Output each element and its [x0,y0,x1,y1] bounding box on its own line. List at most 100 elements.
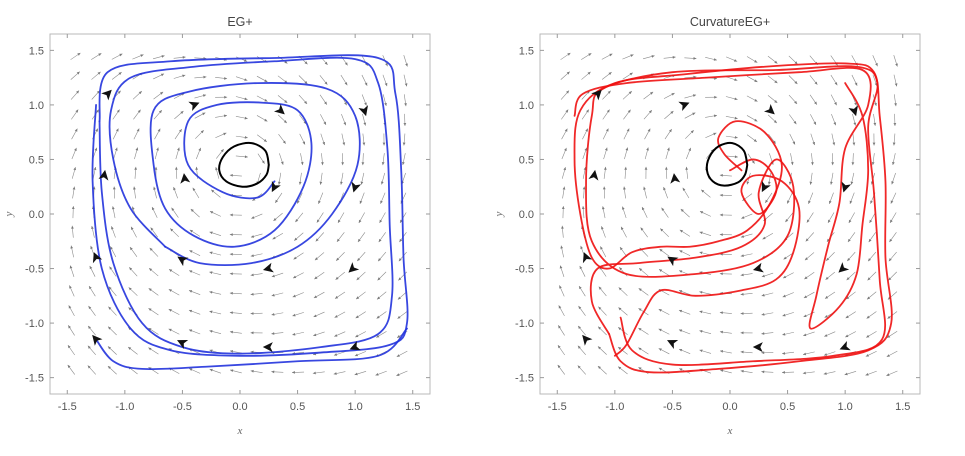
field-arrow-head [827,219,831,223]
field-arrow-head [890,200,894,204]
y-tick-label: 1.5 [519,45,534,57]
field-arrow-head [292,313,296,317]
field-arrow-head [640,227,644,231]
field-arrow-head [298,181,302,185]
field-arrow-head [149,247,153,251]
field-arrow-head [108,306,112,310]
field-arrow-head [149,268,153,272]
field-arrow-head [887,335,891,338]
field-arrow-head [813,121,817,125]
field-arrow-head [767,181,771,185]
field-arrow-head [699,349,703,353]
field-arrow-head [398,258,402,262]
field-arrow-head [894,83,898,87]
x-tick-label: -1.5 [548,401,567,413]
y-tick-label: 0.5 [29,154,44,166]
field-arrow-head [318,200,321,204]
field-arrow-head [690,130,694,134]
field-arrow-head [295,218,299,223]
field-arrow-head [354,372,358,376]
field-arrow-head [658,348,662,351]
field-arrow-head [292,332,296,336]
field-arrow-head [229,252,233,256]
limit-cycle-line [705,141,749,187]
field-arrow-head [340,181,343,185]
field-arrow-head [782,351,786,355]
field-arrow-head [71,206,75,210]
field-arrow-head [561,206,565,210]
field-arrow-head [334,334,338,337]
x-axis-label: x [727,425,733,437]
field-arrow-head [264,79,268,82]
field-arrow-head [315,238,319,242]
field-arrow-head [168,328,172,332]
field-arrow-head [313,333,317,337]
field-arrow-head [244,116,248,120]
field-arrow-head [160,73,165,77]
field-arrow-head [244,155,248,159]
field-arrow-head [335,276,339,280]
x-axis-label: x [237,425,243,437]
flow-direction-arrow [101,89,112,101]
field-arrow-head [734,116,738,120]
field-arrow-head [263,139,267,142]
vector-field [557,52,898,376]
field-arrow-head [565,109,569,113]
field-arrow-head [356,277,360,281]
field-arrow-head [250,369,254,373]
field-arrow-head [324,61,328,65]
field-arrow-head [740,292,744,296]
limit-cycle-line [218,141,270,188]
field-arrow-head [215,167,218,171]
field-arrow-head [848,219,852,223]
field-arrow-head [794,100,798,104]
x-tick-label: 0.5 [780,401,795,413]
field-arrow-head [598,286,602,290]
field-arrow-head [109,266,113,270]
field-arrow-head [87,345,91,349]
field-arrow-head [888,277,892,281]
field-arrow-head [128,287,132,291]
field-arrow-head [284,100,288,103]
field-arrow-head [824,314,828,318]
field-arrow-head [740,331,744,335]
field-arrow-head [829,200,832,204]
trajectory-line [91,54,409,357]
field-arrow-head [831,162,835,166]
field-arrow-head [629,72,633,76]
field-arrow-head [658,367,662,371]
field-arrow-head [792,141,796,145]
flow-direction-arrow [591,89,602,101]
field-arrow-head [116,109,120,113]
field-arrow-head [892,142,896,146]
field-arrow-head [740,312,744,315]
flow-direction-arrow [667,256,679,267]
field-arrow-head [830,181,833,185]
field-arrow-head [754,79,758,82]
field-arrow-head [98,53,102,56]
field-arrow-head [601,206,605,210]
field-arrow-head [333,372,337,375]
field-arrow-head [811,162,814,166]
field-arrow-head [854,82,858,86]
field-arrow-head [381,162,385,166]
field-arrow-head [195,166,199,170]
field-arrow-head [869,219,873,223]
field-arrow-head [826,257,830,261]
x-tick-label: -1.0 [605,401,624,413]
chart-panel-curvature-eg-plus: -1.5 -1.0 -0.5 0.0 0.5 1.0 1.5 -1.5 -1.0 -0.5 0.0 0… [493,15,921,437]
field-arrow-head [264,98,268,102]
field-arrow-head [733,59,738,62]
field-arrow-head [787,200,790,204]
field-arrow-head [638,347,642,351]
field-arrow-head [321,162,324,166]
field-arrow-head [209,330,213,333]
field-arrow-head [623,186,626,190]
field-arrow-head [229,311,233,315]
field-arrow-head [88,325,91,330]
field-arrow-head [74,128,78,132]
field-arrow-head [333,353,338,356]
field-arrow-head [384,82,388,87]
field-arrow-head [638,328,642,331]
field-arrow-head [782,332,786,336]
